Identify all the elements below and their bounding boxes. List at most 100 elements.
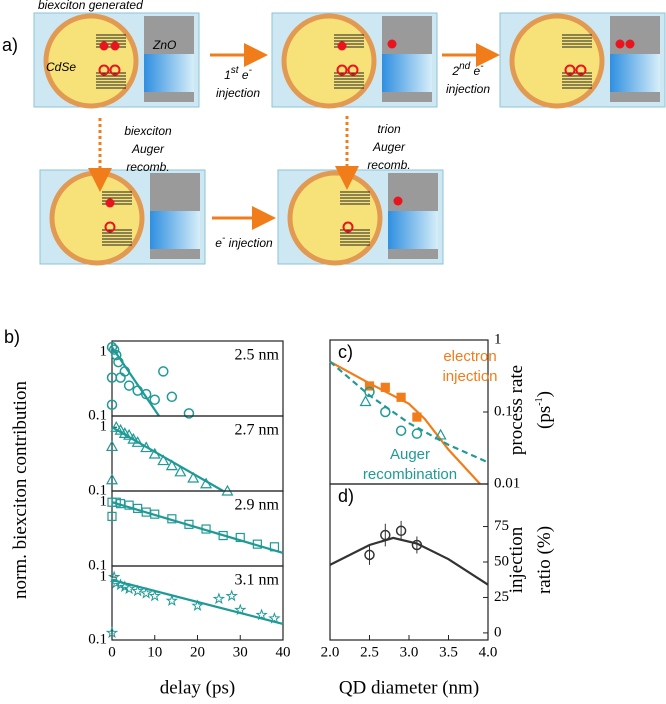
hole	[98, 64, 110, 76]
electron	[625, 39, 635, 49]
marker	[359, 395, 372, 407]
text-run: (ps	[534, 406, 555, 429]
marker	[131, 584, 144, 597]
zno-lower	[388, 249, 438, 259]
electron	[615, 39, 625, 49]
zno-band	[382, 54, 432, 92]
zno-upper	[144, 16, 194, 54]
x-tick-label: 2.5	[360, 644, 379, 660]
hole	[104, 221, 116, 233]
superscript: -1	[534, 397, 545, 405]
marker	[218, 530, 228, 541]
marker	[165, 594, 179, 607]
text-run: injection	[506, 526, 527, 593]
arrow-label: trion	[377, 122, 401, 136]
superscript: nd	[459, 61, 471, 72]
electron	[110, 41, 120, 51]
hole	[109, 64, 121, 76]
state-box	[39, 169, 206, 266]
marker	[174, 465, 187, 477]
electron	[99, 41, 109, 51]
annotation: 2.5 nm	[235, 347, 280, 364]
marker	[268, 611, 281, 624]
marker	[108, 344, 120, 355]
y-tick-label: 0.1	[88, 631, 107, 647]
state-box	[33, 12, 200, 109]
marker	[140, 388, 152, 400]
y-tick-label: 0.1	[88, 557, 107, 573]
text-run: norm. biexciton contribution	[10, 381, 31, 599]
x-tick-label: 10	[147, 644, 162, 660]
zno-upper	[610, 16, 660, 54]
marker	[411, 539, 423, 551]
superscript: -	[222, 233, 226, 244]
label: ZnO	[152, 38, 176, 52]
model-line	[329, 536, 489, 586]
marker	[434, 428, 447, 440]
marker	[139, 586, 153, 599]
text-run: e	[215, 236, 222, 250]
x-tick-label: 40	[276, 644, 291, 660]
marker	[187, 471, 200, 483]
y-tick-label: 0.1	[88, 482, 107, 498]
arrow-label: recomb.	[367, 158, 410, 172]
hole	[564, 64, 576, 76]
annotation: injection	[442, 368, 497, 385]
zno-band	[388, 211, 438, 249]
marker	[148, 589, 161, 602]
marker	[150, 509, 160, 519]
y-axis-label: norm. biexciton contribution	[10, 381, 31, 599]
marker	[252, 539, 262, 549]
label: CdSe	[46, 60, 76, 74]
marker	[111, 349, 122, 361]
state-box	[271, 12, 438, 109]
text-run: 1	[224, 68, 231, 82]
marker	[395, 525, 407, 537]
superscript: st	[231, 65, 240, 76]
marker	[122, 582, 136, 595]
marker	[412, 412, 422, 422]
marker	[212, 592, 226, 605]
electron	[387, 39, 397, 49]
cdse-dot	[49, 170, 145, 266]
annotation: electron	[443, 348, 496, 365]
hole	[347, 64, 359, 76]
title: biexciton generated	[38, 0, 143, 12]
electron	[105, 198, 115, 208]
arrow-label: Auger	[131, 142, 165, 156]
electron	[337, 41, 347, 51]
x-tick-label: 30	[233, 644, 248, 660]
zno-upper	[388, 173, 438, 211]
y-axis-label: process rate	[506, 365, 527, 455]
zno-lower	[610, 92, 660, 102]
marker	[123, 380, 135, 391]
y-tick-label: 0	[494, 624, 502, 640]
marker	[131, 436, 144, 447]
y-tick-label: 75	[494, 518, 509, 534]
x-axis-label: QD diameter (nm)	[339, 677, 479, 698]
y-axis-label: injection	[506, 526, 527, 593]
y-tick-label: 0.01	[494, 475, 520, 491]
model-line	[329, 360, 481, 485]
fit-line	[111, 501, 284, 555]
x-tick-label: 3.0	[400, 644, 419, 660]
marker	[364, 381, 375, 391]
arrow-label: recomb.	[126, 160, 169, 174]
annotation: Auger	[390, 446, 430, 463]
x-tick-label: 4.0	[479, 644, 498, 660]
text-run: injection	[225, 236, 273, 250]
marker	[200, 477, 213, 489]
marker	[106, 341, 118, 353]
marker	[123, 428, 136, 440]
hole	[575, 64, 587, 76]
text-run: e	[239, 68, 249, 82]
superscript: -	[249, 65, 253, 76]
y-tick-label: 1	[100, 494, 108, 510]
annotation: 2.9 nm	[235, 497, 280, 514]
y-axis-label: ratio (%)	[534, 526, 555, 594]
x-tick-label: 20	[190, 644, 205, 660]
cdse-dot	[281, 13, 377, 109]
x-tick-label: 2.0	[321, 644, 340, 660]
marker	[148, 447, 161, 459]
